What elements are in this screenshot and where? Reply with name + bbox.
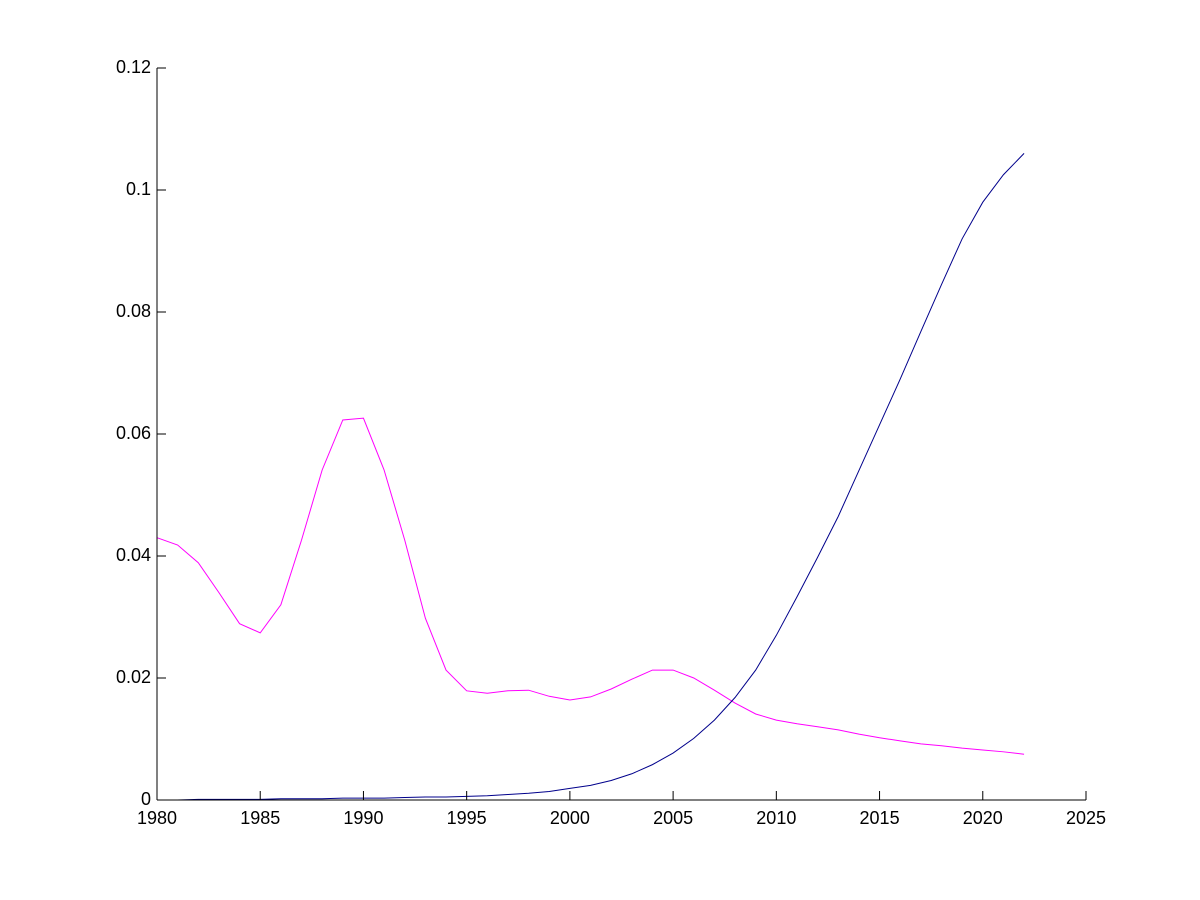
plot-area xyxy=(157,68,1086,800)
y-tick-label: 0.12 xyxy=(116,57,151,77)
x-tick-label: 1980 xyxy=(137,808,177,828)
data-line xyxy=(157,153,1025,801)
x-tick-label: 2015 xyxy=(860,808,900,828)
y-tick-label: 0.04 xyxy=(116,545,151,565)
y-tick-label: 0.08 xyxy=(116,301,151,321)
x-tick-label: 2025 xyxy=(1066,808,1106,828)
y-tick-label: 0.1 xyxy=(126,179,151,199)
y-tick-label: 0.06 xyxy=(116,423,151,443)
data-line xyxy=(156,417,1025,755)
x-tick-label: 2010 xyxy=(756,808,796,828)
x-tick-label: 2020 xyxy=(963,808,1003,828)
y-tick-label: 0.02 xyxy=(116,667,151,687)
x-tick-label: 2005 xyxy=(653,808,693,828)
x-tick-label: 1990 xyxy=(343,808,383,828)
x-tick-label: 2000 xyxy=(550,808,590,828)
x-tick-label: 1995 xyxy=(447,808,487,828)
x-tick-label: 1985 xyxy=(240,808,280,828)
y-tick-label: 0 xyxy=(141,789,151,809)
